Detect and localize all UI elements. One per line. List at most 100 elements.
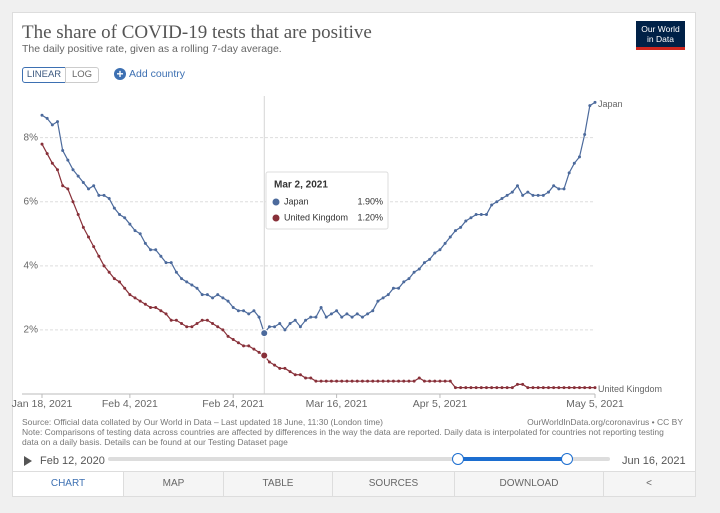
data-point	[557, 386, 561, 390]
data-point	[87, 235, 91, 239]
data-point	[459, 386, 463, 390]
data-point	[350, 315, 354, 319]
data-point	[50, 123, 54, 127]
tab-download[interactable]: DOWNLOAD	[455, 472, 604, 496]
data-point	[211, 296, 215, 300]
data-point	[133, 229, 137, 233]
data-point	[474, 386, 478, 390]
play-button[interactable]	[24, 456, 32, 466]
data-point	[453, 386, 457, 390]
data-point	[205, 318, 209, 322]
tab-table[interactable]: TABLE	[224, 472, 333, 496]
data-point	[71, 200, 75, 204]
data-point	[557, 187, 561, 191]
x-tick-label: Jan 18, 2021	[12, 398, 73, 410]
data-point	[469, 216, 473, 220]
data-point	[133, 296, 137, 300]
data-point	[123, 286, 127, 290]
data-point	[422, 379, 426, 383]
card	[12, 12, 696, 497]
tab-sources[interactable]: SOURCES	[333, 472, 455, 496]
source-url[interactable]: OurWorldInData.org/coronavirus • CC BY	[527, 417, 683, 427]
data-point	[531, 386, 535, 390]
data-point	[459, 225, 463, 229]
data-point	[536, 193, 540, 197]
data-point	[314, 379, 318, 383]
timeline-start: Feb 12, 2020	[40, 455, 105, 467]
data-point	[221, 328, 225, 332]
data-point	[61, 148, 65, 152]
data-point	[226, 299, 230, 303]
data-point	[40, 142, 44, 146]
data-point	[490, 203, 494, 207]
data-point	[397, 379, 401, 383]
data-point	[97, 254, 101, 258]
data-point	[443, 241, 447, 245]
data-point	[231, 305, 235, 309]
y-tick-label: 6%	[24, 196, 39, 207]
data-point	[252, 347, 256, 351]
data-point	[515, 184, 519, 188]
data-point	[314, 315, 318, 319]
data-point	[112, 206, 116, 210]
data-point	[143, 241, 147, 245]
tab-chart[interactable]: CHART	[13, 472, 124, 496]
data-point	[242, 309, 246, 313]
data-point	[386, 293, 390, 297]
add-country[interactable]: Add country	[129, 68, 186, 80]
share-icon[interactable]: <	[646, 478, 652, 489]
data-point	[164, 312, 168, 316]
data-point	[195, 286, 199, 290]
data-point	[371, 309, 375, 313]
data-point	[267, 360, 271, 364]
data-point	[438, 248, 442, 252]
data-point	[185, 325, 189, 329]
timeline-handle[interactable]	[452, 453, 464, 465]
log-button[interactable]: LOG	[65, 67, 99, 83]
data-point	[102, 264, 106, 268]
add-country-icon[interactable]: +	[114, 68, 126, 80]
data-point	[288, 370, 292, 374]
data-point	[479, 386, 483, 390]
data-point	[45, 152, 49, 156]
data-point	[298, 373, 302, 377]
data-point	[149, 248, 153, 252]
data-point	[500, 197, 504, 201]
data-point	[376, 299, 380, 303]
data-point	[428, 257, 432, 261]
data-point	[521, 193, 525, 197]
data-point	[577, 155, 581, 159]
data-point	[572, 161, 576, 165]
timeline-handle[interactable]	[561, 453, 573, 465]
data-point	[335, 309, 339, 313]
data-point	[56, 120, 60, 124]
data-point	[376, 379, 380, 383]
data-point	[526, 190, 530, 194]
data-point	[200, 293, 204, 297]
tab-map[interactable]: MAP	[124, 472, 224, 496]
data-point	[443, 379, 447, 383]
data-point	[484, 386, 488, 390]
data-point	[541, 386, 545, 390]
data-point	[438, 379, 442, 383]
data-point	[154, 248, 158, 252]
data-point	[180, 277, 184, 281]
data-point	[448, 379, 452, 383]
data-point	[371, 379, 375, 383]
data-point	[448, 235, 452, 239]
data-point	[159, 309, 163, 313]
timeline-track[interactable]	[108, 457, 610, 461]
data-point	[355, 379, 359, 383]
title: The share of COVID-19 tests that are pos…	[22, 22, 372, 43]
data-point	[526, 386, 530, 390]
x-tick-label: Mar 16, 2021	[306, 398, 368, 410]
x-tick-label: May 5, 2021	[566, 398, 624, 410]
data-point	[345, 312, 349, 316]
data-point	[185, 280, 189, 284]
data-point	[123, 216, 127, 220]
data-point	[216, 293, 220, 297]
data-point	[169, 261, 173, 265]
data-point	[159, 254, 163, 258]
data-point	[61, 184, 65, 188]
